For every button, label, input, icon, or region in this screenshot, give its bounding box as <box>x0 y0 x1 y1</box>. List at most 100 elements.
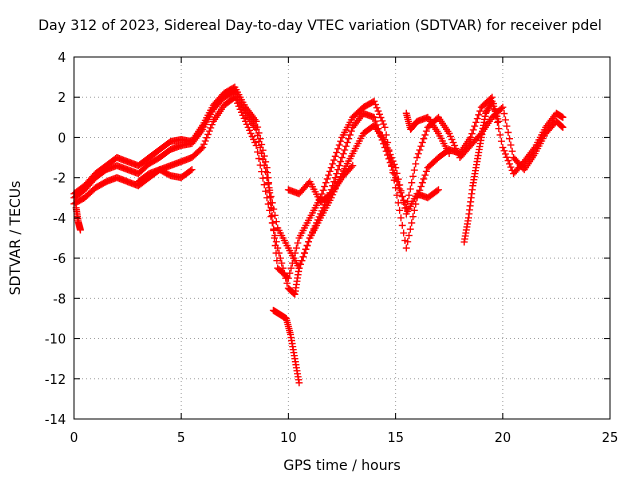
data-point <box>405 231 413 239</box>
data-point <box>495 117 503 125</box>
series-track-i <box>460 97 503 246</box>
x-tick-label: 0 <box>70 431 78 446</box>
grid <box>74 57 610 419</box>
data-point <box>248 132 256 140</box>
data-point <box>389 157 397 165</box>
y-tick-label: -2 <box>53 172 66 187</box>
data-point <box>341 146 349 154</box>
data-point <box>482 109 490 117</box>
data-point <box>406 185 414 193</box>
data-point <box>409 172 417 180</box>
data-point <box>231 93 239 101</box>
data-point <box>409 213 417 221</box>
data-point <box>274 244 282 252</box>
data-point <box>242 117 250 125</box>
data-point <box>417 182 425 190</box>
data-point <box>503 122 511 130</box>
data-point <box>283 279 291 287</box>
data-point <box>500 110 508 118</box>
data-point <box>422 127 430 135</box>
data-point <box>187 167 195 175</box>
data-point <box>380 120 388 128</box>
y-tick-label: -8 <box>53 292 66 307</box>
series-track-j <box>402 109 453 158</box>
data-point <box>483 106 491 114</box>
data-point <box>422 167 430 175</box>
data-point <box>370 97 378 105</box>
data-point <box>345 135 353 143</box>
data-point <box>393 169 401 177</box>
data-point <box>501 116 509 124</box>
data-point <box>246 126 254 134</box>
data-point <box>256 161 264 169</box>
data-point <box>557 122 565 130</box>
data-point <box>240 114 248 122</box>
data-point <box>413 154 421 162</box>
data-point <box>335 141 343 149</box>
data-point <box>188 166 196 174</box>
data-point <box>279 264 287 272</box>
data-point <box>264 180 272 188</box>
data-point <box>400 198 408 206</box>
data-point <box>421 171 429 179</box>
data-point <box>400 229 408 237</box>
data-point <box>421 131 429 139</box>
data-point <box>408 179 416 187</box>
data-point <box>418 138 426 146</box>
data-point <box>255 155 263 163</box>
data-point <box>338 154 346 162</box>
data-point <box>398 221 406 229</box>
data-point <box>299 253 307 261</box>
x-axis-label: GPS time / hours <box>283 458 401 474</box>
data-point <box>331 152 339 160</box>
data-point <box>559 113 567 121</box>
data-point <box>390 160 398 168</box>
data-point <box>377 114 385 122</box>
y-tick-label: 4 <box>58 51 66 66</box>
data-point <box>394 175 402 183</box>
data-point <box>295 264 303 272</box>
data-point <box>376 110 384 118</box>
data-point <box>501 150 509 158</box>
data-point <box>506 160 513 168</box>
data-point <box>472 118 480 126</box>
data-point <box>434 186 442 194</box>
data-point <box>503 153 511 161</box>
data-point <box>420 135 428 143</box>
data-point <box>272 218 280 226</box>
data-point <box>453 148 461 156</box>
data-point <box>385 147 393 155</box>
data-point <box>258 168 266 176</box>
data-point <box>296 260 304 268</box>
data-point <box>282 274 290 282</box>
data-point <box>330 156 338 164</box>
data-point <box>208 121 216 129</box>
y-tick-label: -4 <box>53 212 66 227</box>
data-point <box>445 129 453 137</box>
data-point <box>449 138 457 146</box>
data-point <box>207 124 215 132</box>
data-point <box>452 145 460 153</box>
data-point <box>396 181 404 189</box>
data-point <box>337 137 345 145</box>
data-point <box>416 146 424 154</box>
data-point <box>497 137 505 145</box>
data-point <box>473 115 481 123</box>
data-point <box>414 150 422 158</box>
data-point <box>270 205 278 213</box>
data-point <box>322 179 330 187</box>
data-point <box>495 125 503 133</box>
data-point <box>244 123 252 131</box>
data-point <box>326 167 334 175</box>
data-point <box>405 191 413 199</box>
data-point <box>199 144 207 151</box>
data-point <box>485 103 493 111</box>
data-point <box>252 141 260 149</box>
data-point <box>239 111 247 119</box>
y-tick-label: -6 <box>53 252 66 267</box>
data-point <box>374 107 382 115</box>
data-point <box>251 138 259 146</box>
data-point <box>276 254 284 262</box>
